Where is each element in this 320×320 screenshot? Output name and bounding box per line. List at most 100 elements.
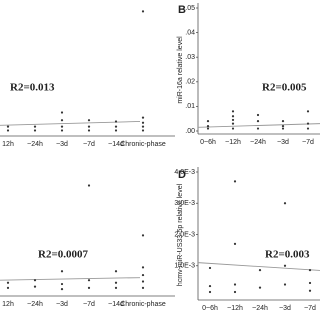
x-tick-label: ~12h (227, 305, 243, 312)
x-tick-label: ~7d (302, 139, 314, 146)
y-axis-label: miR-16a relative level (177, 36, 184, 104)
data-point (87, 184, 91, 187)
data-point (233, 290, 237, 294)
data-point (87, 129, 91, 132)
data-point (6, 281, 10, 284)
data-point (6, 286, 10, 289)
data-point (33, 129, 37, 132)
data-point (233, 242, 237, 245)
x-tick-label: ~12h (225, 139, 241, 146)
y-tick-label: 4.0E-3 (174, 169, 195, 176)
x-tick-label: 0~6h (200, 139, 216, 146)
data-point (141, 273, 145, 277)
data-point (60, 282, 64, 286)
data-point (114, 281, 118, 284)
data-point (141, 121, 145, 124)
annotation: R2=0.003 (265, 249, 310, 261)
x-tick-label: 12h (2, 301, 14, 308)
data-point (306, 110, 310, 113)
x-tick-label: ~7d (304, 305, 316, 312)
data-point (283, 202, 287, 205)
y-tick-label: .01 (185, 103, 195, 110)
y-tick-label: 1.0E-3 (174, 263, 195, 270)
y-tick-label: .04 (185, 29, 195, 36)
data-point (208, 284, 212, 288)
x-tick-label: ~3d (277, 139, 289, 146)
fit-line (197, 262, 320, 271)
data-point (206, 120, 210, 123)
data-point (141, 234, 145, 237)
data-point (114, 129, 118, 132)
x-tick-label: Chronic-phase (120, 141, 166, 148)
data-point (6, 129, 10, 132)
data-point (60, 288, 64, 291)
data-point (206, 124, 210, 128)
data-point (87, 279, 91, 282)
fit-line (0, 121, 141, 126)
data-point (60, 111, 64, 114)
data-point (256, 127, 260, 130)
data-point (141, 10, 145, 13)
data-point (87, 119, 91, 122)
x-tick-label: ~3d (56, 141, 68, 148)
fit-line (0, 277, 141, 281)
data-point (306, 127, 310, 130)
data-point (231, 127, 235, 130)
data-point (281, 120, 285, 123)
data-point (231, 115, 235, 118)
data-point (208, 266, 212, 270)
data-point (141, 125, 145, 128)
data-point (60, 270, 64, 273)
x-tick-label: ~24h (27, 141, 43, 148)
y-tick-label: 3.0E-3 (174, 200, 195, 207)
x-tick-label: ~24h (250, 139, 266, 146)
data-point (60, 129, 64, 132)
data-point (283, 283, 287, 286)
data-point (206, 127, 210, 130)
x-tick-label: ~3d (279, 305, 291, 312)
x-tick-label: ~3d (56, 301, 68, 308)
panel-label: D (178, 169, 186, 181)
data-point (283, 264, 287, 267)
data-point (6, 125, 10, 128)
x-tick-label: 0~6h (202, 305, 218, 312)
data-point (33, 285, 37, 288)
data-point (114, 125, 118, 128)
data-point (87, 125, 91, 128)
data-point (231, 118, 235, 122)
data-point (114, 120, 118, 123)
annotation: R2=0.005 (262, 82, 307, 94)
x-tick-label: ~24h (252, 305, 268, 312)
x-tick-label: ~14d (108, 301, 124, 308)
data-point (114, 270, 118, 273)
data-point (231, 110, 235, 113)
data-point (60, 125, 64, 128)
data-point (231, 122, 235, 125)
x-tick-label: 12h (2, 141, 14, 148)
annotation: R2=0.0007 (38, 249, 88, 261)
data-point (141, 266, 145, 269)
y-tick-label: .00 (185, 128, 195, 135)
x-tick-label: ~7d (83, 141, 95, 148)
data-point (258, 286, 262, 289)
data-point (308, 289, 312, 292)
data-point (258, 269, 262, 272)
data-point (233, 180, 237, 183)
data-point (306, 122, 310, 125)
panel-label: B (178, 4, 186, 16)
y-tick-label: 2.0E-3 (174, 231, 195, 238)
y-tick-label: .03 (185, 54, 195, 61)
data-point (60, 119, 64, 122)
data-point (141, 280, 145, 283)
x-tick-label: ~7d (83, 301, 95, 308)
data-point (33, 125, 37, 128)
y-tick-label: .02 (185, 79, 195, 86)
data-point (233, 283, 237, 286)
data-point (308, 269, 312, 272)
annotation: R2=0.013 (10, 82, 55, 94)
x-tick-label: Chronic-phase (120, 301, 166, 308)
data-point (208, 290, 212, 294)
data-point (114, 286, 118, 289)
data-point (33, 279, 37, 282)
